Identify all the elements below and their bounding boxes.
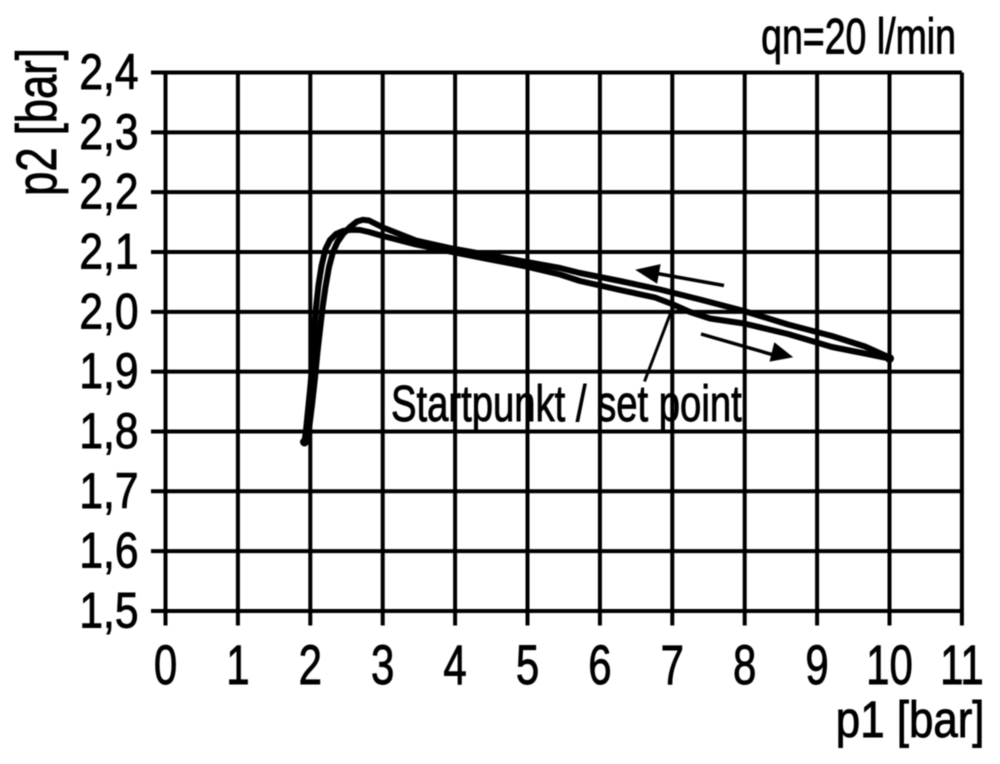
svg-text:1,9: 1,9 — [79, 343, 138, 399]
svg-text:2,4: 2,4 — [79, 44, 138, 100]
svg-text:0: 0 — [154, 634, 177, 696]
svg-text:2: 2 — [299, 634, 322, 696]
svg-text:6: 6 — [588, 634, 611, 696]
svg-text:8: 8 — [733, 634, 756, 696]
svg-text:2,3: 2,3 — [79, 104, 138, 160]
svg-text:1,5: 1,5 — [79, 582, 138, 638]
svg-text:10: 10 — [866, 634, 913, 696]
svg-text:2,1: 2,1 — [79, 223, 138, 279]
svg-text:1: 1 — [226, 634, 249, 696]
svg-text:11: 11 — [940, 634, 984, 696]
svg-text:1,7: 1,7 — [79, 463, 138, 519]
svg-text:9: 9 — [805, 634, 828, 696]
svg-text:4: 4 — [443, 634, 466, 696]
svg-text:5: 5 — [516, 634, 539, 696]
svg-text:3: 3 — [371, 634, 394, 696]
svg-text:1,8: 1,8 — [79, 403, 138, 459]
svg-text:2,2: 2,2 — [79, 163, 138, 219]
svg-text:p1 [bar]: p1 [bar] — [836, 692, 985, 749]
svg-text:7: 7 — [661, 634, 684, 696]
svg-text:p2 [bar]: p2 [bar] — [4, 48, 68, 196]
svg-text:Startpunkt / set point: Startpunkt / set point — [391, 375, 742, 433]
svg-text:qn=20 l/min: qn=20 l/min — [761, 9, 956, 64]
svg-text:2,0: 2,0 — [79, 283, 138, 339]
svg-text:1,6: 1,6 — [79, 522, 138, 578]
